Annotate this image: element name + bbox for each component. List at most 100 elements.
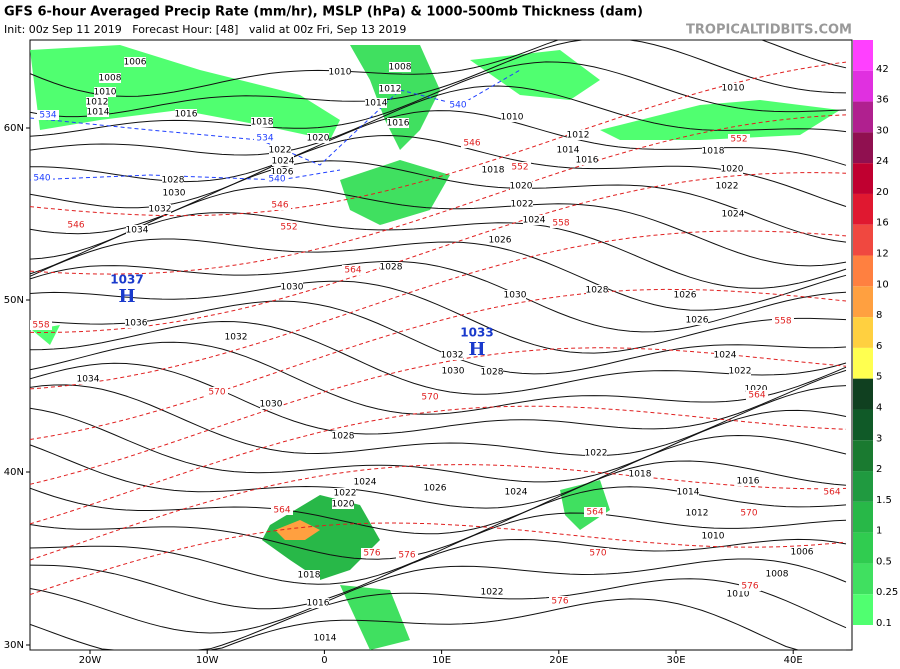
pressure-value: 1037 bbox=[110, 273, 143, 287]
label-bg bbox=[549, 596, 571, 606]
isobar-label: 1020 bbox=[721, 165, 744, 175]
label-bg bbox=[728, 134, 750, 144]
isobar bbox=[29, 486, 847, 560]
isobar-label: 1012 bbox=[686, 509, 709, 519]
pressure-value: 1033 bbox=[460, 326, 493, 340]
isobar-label: 1018 bbox=[482, 166, 505, 176]
label-bg bbox=[125, 318, 147, 328]
precip-area bbox=[560, 480, 610, 530]
isobar-label: 1010 bbox=[722, 84, 745, 94]
colorbar-label: 16 bbox=[876, 218, 889, 229]
isobar-label: 1010 bbox=[329, 68, 352, 78]
colorbar-label: 2 bbox=[876, 464, 882, 475]
label-bg bbox=[86, 97, 108, 107]
label-bg bbox=[361, 548, 383, 558]
isobar-label: 1018 bbox=[702, 147, 725, 157]
isobar-label: 1022 bbox=[729, 367, 752, 377]
label-bg bbox=[523, 215, 545, 225]
label-bg bbox=[254, 133, 276, 143]
colorbar-segment bbox=[853, 70, 873, 102]
label-bg bbox=[677, 487, 699, 497]
label-bg bbox=[314, 633, 336, 643]
label-bg bbox=[586, 285, 608, 295]
isobar-label: 1016 bbox=[175, 110, 198, 120]
precip-area bbox=[600, 100, 840, 140]
label-bg bbox=[65, 220, 87, 230]
thickness-label: 534 bbox=[256, 134, 273, 144]
label-bg bbox=[501, 112, 523, 122]
precip-area bbox=[275, 520, 320, 540]
thickness-line bbox=[29, 230, 847, 390]
label-bg bbox=[550, 218, 572, 228]
lat-label: 60N bbox=[4, 123, 24, 134]
label-bg bbox=[332, 499, 354, 509]
thickness-label: 564 bbox=[344, 266, 361, 276]
thickness-label: 534 bbox=[39, 111, 56, 121]
label-bg bbox=[567, 130, 589, 140]
isobar-label: 1008 bbox=[766, 570, 789, 580]
label-bg bbox=[380, 262, 402, 272]
colorbar-segment bbox=[853, 224, 873, 256]
colorbar-segment bbox=[853, 132, 873, 164]
thickness-label: 540 bbox=[268, 175, 285, 185]
pressure-symbol: H bbox=[118, 286, 135, 307]
isobar-label: 1032 bbox=[149, 205, 172, 215]
colorbar-segment bbox=[853, 532, 873, 564]
isobar bbox=[29, 407, 847, 483]
colorbar-segment bbox=[853, 255, 873, 287]
isobar bbox=[29, 61, 847, 137]
label-bg bbox=[162, 175, 184, 185]
label-bg bbox=[365, 98, 387, 108]
label-bg bbox=[481, 367, 503, 377]
colorbar-segment bbox=[853, 501, 873, 533]
thickness-label: 558 bbox=[32, 321, 49, 331]
lon-label: 10E bbox=[432, 655, 451, 665]
label-bg bbox=[441, 350, 463, 360]
label-bg bbox=[584, 507, 606, 517]
map-subtitle: Init: 00z Sep 11 2019 Forecast Hour: [48… bbox=[4, 23, 406, 36]
isobar-label: 1016 bbox=[307, 599, 330, 609]
colorbar-segment bbox=[853, 40, 873, 71]
label-bg bbox=[332, 431, 354, 441]
isobar-label: 1014 bbox=[677, 488, 700, 498]
isobar bbox=[29, 320, 847, 395]
isobar-label: 1010 bbox=[727, 590, 750, 600]
label-bg bbox=[149, 204, 171, 214]
label-bg bbox=[729, 366, 751, 376]
thickness-line bbox=[29, 172, 847, 334]
label-bg bbox=[387, 118, 409, 128]
isobar-label: 1026 bbox=[424, 484, 447, 494]
colorbar-segment bbox=[853, 193, 873, 225]
thickness-label: 540 bbox=[33, 174, 50, 184]
thickness-label: 576 bbox=[398, 551, 415, 561]
isobar-label: 1034 bbox=[77, 375, 100, 385]
label-bg bbox=[447, 100, 469, 110]
label-bg bbox=[557, 145, 579, 155]
isobar-label: 1014 bbox=[87, 108, 110, 118]
colorbar-segment bbox=[853, 440, 873, 472]
colorbar-segment bbox=[853, 163, 873, 194]
isobar bbox=[29, 512, 847, 585]
thickness-line bbox=[29, 522, 847, 596]
lon-label: 30E bbox=[666, 655, 685, 665]
isobar bbox=[29, 460, 847, 535]
lon-label: 0 bbox=[321, 655, 327, 665]
thickness-label: 546 bbox=[271, 201, 288, 211]
thickness-label: 564 bbox=[586, 508, 603, 518]
label-bg bbox=[509, 162, 531, 172]
thickness-line bbox=[29, 347, 847, 485]
colorbar-label: 1 bbox=[876, 526, 882, 537]
precip-area bbox=[340, 160, 450, 225]
colorbar-label: 12 bbox=[876, 249, 889, 260]
thickness-label: 564 bbox=[823, 488, 840, 498]
label-bg bbox=[442, 366, 464, 376]
label-bg bbox=[389, 62, 411, 72]
label-bg bbox=[307, 598, 329, 608]
colorbar-label: 1.5 bbox=[876, 495, 892, 506]
colorbar-label: 0.5 bbox=[876, 556, 892, 567]
isobar-label: 1024 bbox=[272, 157, 295, 167]
isobar-label: 1020 bbox=[332, 500, 355, 510]
isobar bbox=[29, 39, 847, 97]
thickness-label: 570 bbox=[421, 393, 438, 403]
colorbar-label: 0.25 bbox=[876, 587, 898, 598]
